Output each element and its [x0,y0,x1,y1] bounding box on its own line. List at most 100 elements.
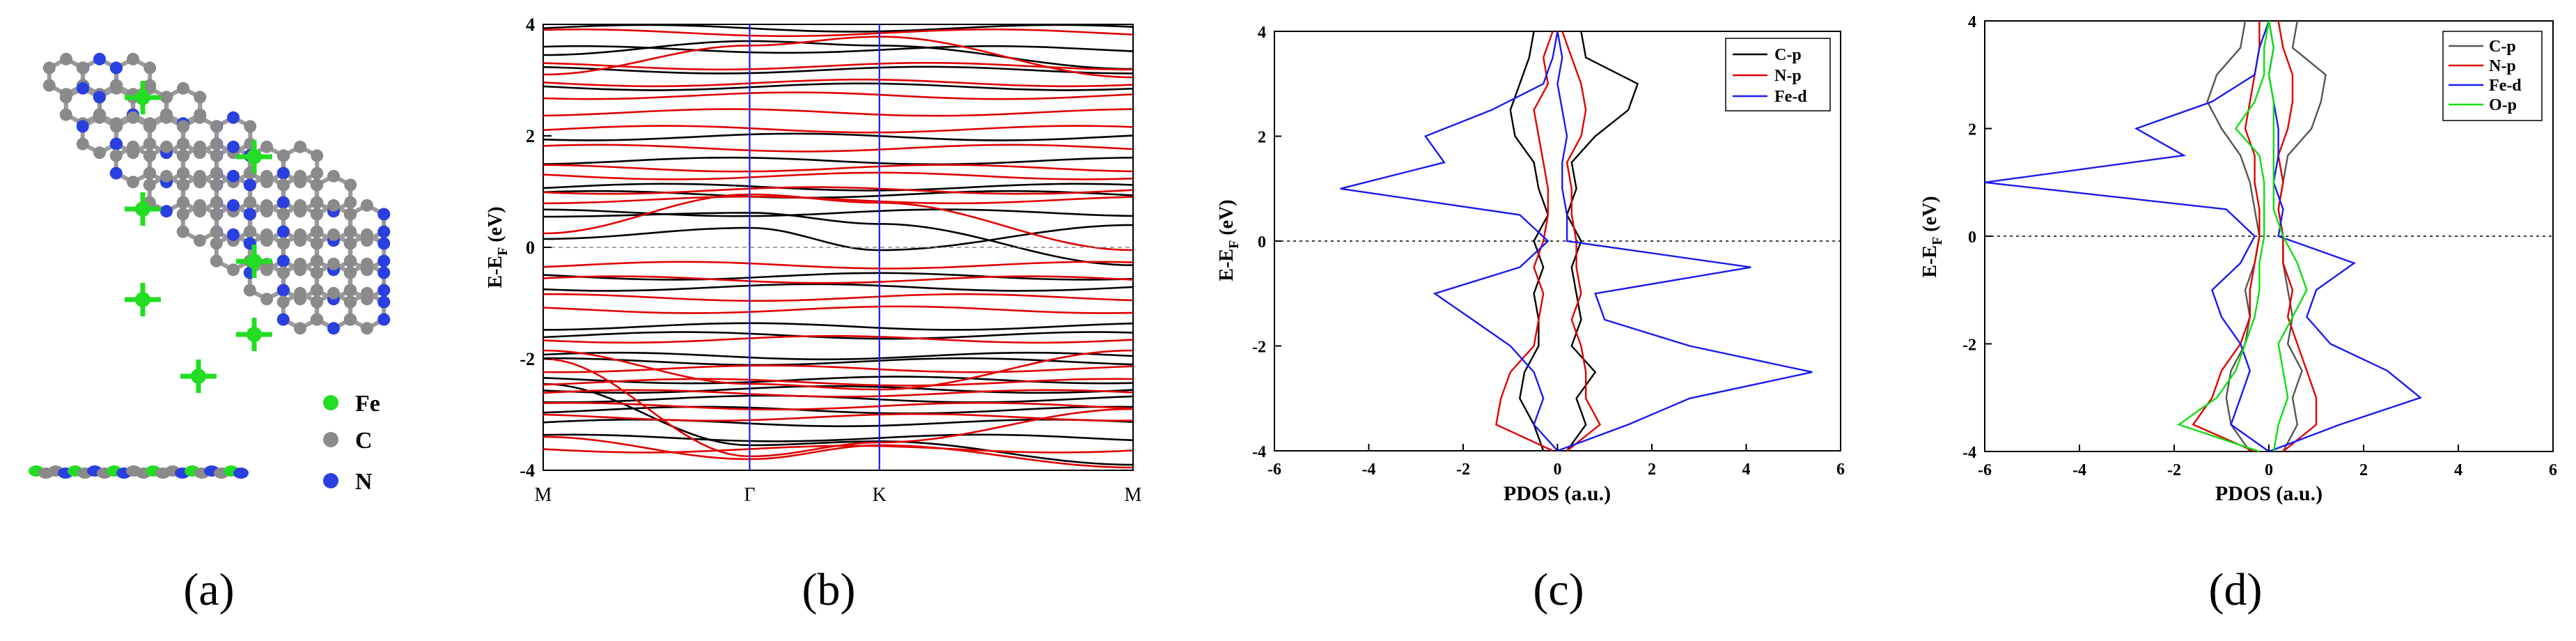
band-curve [542,357,1134,458]
band-curve [542,349,1134,391]
carbon-atom [310,284,323,297]
carbon-atom [127,52,139,65]
nitrogen-atom [227,111,240,124]
carbon-atom [93,146,106,160]
pdos-c-legend-cp: C-p [1774,46,1802,64]
iron-atom [247,254,262,269]
carbon-atom [143,137,156,150]
band-line [542,208,1134,217]
carbon-atom [210,149,223,162]
iron-atom [191,369,206,384]
carbon-atom [210,254,223,268]
band-kpoint-label: K [873,484,887,506]
carbon-atom [176,225,189,238]
band-line [542,412,1134,422]
band-kpoint-label: Γ [744,484,755,506]
carbon-atom [327,199,340,212]
nitrogen-atom [276,167,290,180]
pdos-c-x-tick-label: 4 [1742,461,1751,479]
band-line [543,293,1134,302]
nitrogen-atom [276,196,290,209]
carbon-atom [294,140,306,153]
carbon-atom [260,140,273,153]
carbon-atom [210,167,223,180]
carbon-atom [276,237,290,250]
carbon-atom [159,91,173,104]
band-line [542,195,1134,205]
nitrogen-atom [227,169,240,183]
pdos-d-curve-up [2277,20,2318,452]
band-line [542,186,1134,195]
carbon-atom [194,169,206,183]
carbon-atom [210,137,223,150]
nitrogen-atom [227,140,240,153]
nitrogen-atom [243,208,256,221]
band-curve [542,36,1134,79]
nitrogen-atom [227,228,240,241]
band-lines [542,24,1134,469]
nitrogen-atom [109,167,123,180]
pdos-d-y-tick-label: 0 [1968,229,1976,247]
pdos-c-x-axis-label: PDOS (a.u.) [1504,482,1611,505]
carbon-atom [294,257,306,270]
carbon-atom [343,237,357,250]
carbon-atom [276,149,290,162]
band-line [542,364,1134,373]
carbon-atom [176,149,189,162]
pdos-d-legend-np: N-p [2489,57,2516,75]
carbon-atom [276,208,290,221]
carbon-atom [343,254,357,268]
pdos-d-y-tick-label: -4 [1962,444,1976,462]
pdos-d-ylabel-main: E-E [1919,245,1941,278]
nitrogen-atom [377,313,391,326]
pdos-d-legend-fed: Fe-d [2489,77,2522,95]
carbon-atom [194,111,206,124]
carbon-atom [294,169,306,183]
carbon-atom [59,108,72,121]
carbon-atom [294,322,306,335]
band-ylabel-unit: (eV) [485,206,506,247]
pdos-d-x-tick-label: -2 [2167,461,2181,479]
pdos-d-ylabel-unit: (eV) [1919,196,1941,236]
carbon-atom [310,178,323,192]
band-line [542,406,1134,415]
carbon-atom [310,208,323,221]
pdos-c-legend: C-p N-p Fe-d [1725,38,1831,111]
nitrogen-atom [377,284,391,297]
band-kpoint-label: M [535,484,552,506]
carbon-atom [344,196,357,209]
panel-label-a: (a) [183,564,234,615]
pdos-d-ylabel-sub: F [1930,237,1945,245]
legend-fe-dot [323,395,338,410]
carbon-atom [160,140,173,153]
pdos-c-ylabel-main: E-E [1216,249,1238,281]
carbon-atom [176,208,189,221]
nitrogen-atom [377,208,391,221]
pdos-c-y-tick-label: -4 [1252,443,1266,461]
carbon-atom [176,167,189,180]
band-line [542,261,1134,270]
carbon-atom [42,79,56,92]
band-ylabel-sub: F [495,247,510,256]
carbon-atom [60,52,72,65]
carbon-atom [343,266,357,279]
pdos-c-x-tick-label: -4 [1362,461,1376,479]
carbon-atom [343,284,357,297]
band-line [542,322,1134,331]
nitrogen-atom [327,322,340,335]
pdos-c-ylabel-sub: F [1226,240,1242,249]
carbon-atom [227,263,240,277]
carbon-atom [127,140,139,153]
carbon-atom [361,199,373,212]
pdos-d-y-tick-label: 2 [1968,121,1976,139]
carbon-atom [143,120,156,133]
band-line [542,125,1134,134]
nitrogen-atom [276,254,290,268]
carbon-atom [294,199,306,212]
carbon-atom [310,237,323,250]
band-y-tick-label: 2 [526,126,535,146]
band-curve [542,435,1134,469]
